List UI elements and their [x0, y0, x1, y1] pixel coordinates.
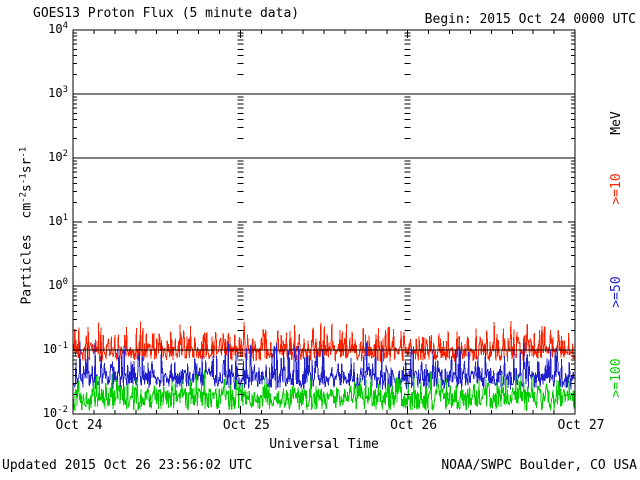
updated-timestamp: Updated 2015 Oct 26 23:56:02 UTC [2, 458, 253, 473]
chart-title: GOES13 Proton Flux (5 minute data) [33, 6, 300, 21]
y-tick-10e2: 102 [48, 149, 68, 165]
series-10mev [72, 320, 576, 364]
y-tick-10e-1: 10-1 [42, 341, 68, 357]
x-tick-oct-27: Oct 27 [557, 418, 605, 433]
axis-ticks [72, 30, 576, 415]
y-tick-10e1: 101 [48, 213, 68, 229]
y-tick-10e0: 100 [48, 277, 68, 293]
x-tick-oct-26: Oct 26 [390, 418, 438, 433]
source-credit: NOAA/SWPC Boulder, CO USA [441, 458, 637, 473]
begin-timestamp: Begin: 2015 Oct 24 0000 UTC [424, 12, 636, 27]
y-axis-title: Particles cm-2s-1sr-1 [18, 146, 35, 305]
y-tick-10e4: 104 [48, 21, 68, 37]
series-100mev [72, 370, 576, 412]
grid-lines [73, 93, 575, 351]
legend-100mev: >=100 [609, 358, 624, 398]
x-tick-oct-25: Oct 25 [222, 418, 270, 433]
plot-frame [72, 29, 576, 415]
y-tick-10e-2: 10-2 [42, 405, 68, 421]
y-tick-10e3: 103 [48, 85, 68, 101]
x-tick-oct-24: Oct 24 [55, 418, 103, 433]
x-axis-title: Universal Time [269, 437, 379, 452]
series-50mev [72, 341, 576, 390]
